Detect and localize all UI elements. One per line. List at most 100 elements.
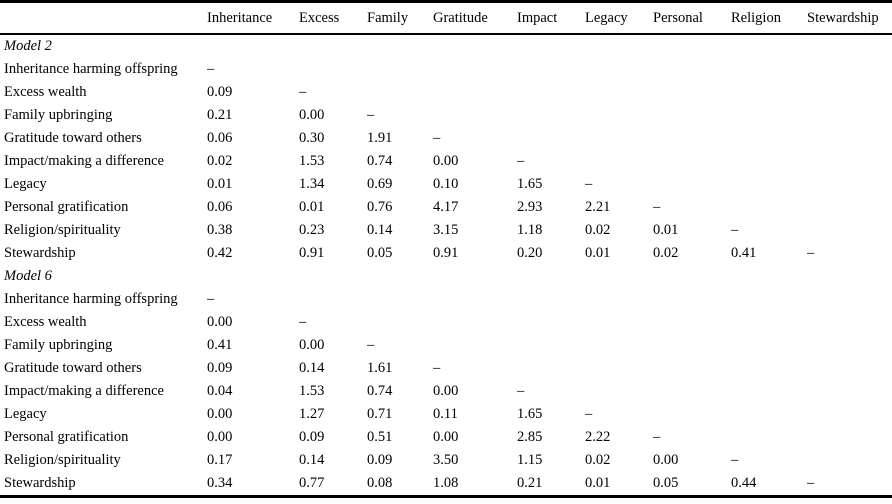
matrix-cell: 0.00 bbox=[299, 337, 325, 353]
matrix-cell: 0.14 bbox=[299, 452, 325, 468]
matrix-cell: 0.00 bbox=[299, 107, 325, 123]
matrix-cell bbox=[807, 127, 892, 150]
matrix-cell: – bbox=[367, 107, 375, 123]
table-row: Personal gratification 0.00 0.09 0.51 0.00 2.… bbox=[0, 426, 892, 449]
matrix-cell bbox=[807, 380, 892, 403]
matrix-cell bbox=[653, 357, 731, 380]
matrix-cell: 1.65 bbox=[517, 406, 543, 422]
table-row: Inheritance harming offspring – bbox=[0, 288, 892, 311]
matrix-cell: 0.17 bbox=[207, 452, 233, 468]
matrix-cell bbox=[585, 81, 653, 104]
matrix-cell: 3.15 bbox=[433, 222, 459, 238]
matrix-cell: – bbox=[207, 291, 215, 307]
matrix-cell: 4.17 bbox=[433, 199, 459, 215]
table-row: Inheritance harming offspring – bbox=[0, 58, 892, 81]
row-label: Legacy bbox=[4, 406, 47, 422]
matrix-cell: – bbox=[807, 475, 815, 491]
row-label: Gratitude toward others bbox=[4, 130, 142, 146]
table-row: Gratitude toward others 0.09 0.14 1.61 – bbox=[0, 357, 892, 380]
matrix-cell bbox=[367, 58, 433, 81]
matrix-cell: – bbox=[585, 406, 593, 422]
matrix-cell bbox=[807, 150, 892, 173]
matrix-cell: 0.02 bbox=[585, 452, 611, 468]
matrix-cell: 0.21 bbox=[207, 107, 233, 123]
matrix-cell bbox=[807, 58, 892, 81]
column-header: Religion bbox=[731, 1, 807, 35]
matrix-cell bbox=[807, 449, 892, 472]
matrix-cell: – bbox=[367, 337, 375, 353]
row-label: Personal gratification bbox=[4, 199, 129, 215]
matrix-cell: 2.22 bbox=[585, 429, 611, 445]
matrix-cell: 0.11 bbox=[433, 406, 458, 422]
matrix-cell: 0.09 bbox=[367, 452, 393, 468]
table-row: Stewardship 0.42 0.91 0.05 0.91 0.20 0.01 0.02 0… bbox=[0, 242, 892, 265]
matrix-cell: – bbox=[299, 314, 307, 330]
matrix-cell: 0.34 bbox=[207, 475, 233, 491]
matrix-cell bbox=[653, 173, 731, 196]
matrix-cell: 0.51 bbox=[367, 429, 393, 445]
matrix-cell bbox=[653, 127, 731, 150]
matrix-cell: – bbox=[517, 153, 525, 169]
matrix-cell bbox=[585, 127, 653, 150]
matrix-cell bbox=[653, 403, 731, 426]
column-header: Legacy bbox=[585, 1, 653, 35]
matrix-cell bbox=[585, 311, 653, 334]
table-row: Legacy 0.00 1.27 0.71 0.11 1.65 – bbox=[0, 403, 892, 426]
matrix-cell: 0.00 bbox=[433, 383, 459, 399]
matrix-cell bbox=[731, 150, 807, 173]
matrix-cell: 0.09 bbox=[207, 84, 233, 100]
matrix-cell: 0.08 bbox=[367, 475, 393, 491]
matrix-cell bbox=[653, 58, 731, 81]
matrix-cell: 0.02 bbox=[653, 245, 679, 261]
section-row: Model 6 bbox=[0, 265, 892, 288]
matrix-cell bbox=[807, 81, 892, 104]
table-row: Legacy 0.01 1.34 0.69 0.10 1.65 – bbox=[0, 173, 892, 196]
row-label: Excess wealth bbox=[4, 84, 87, 100]
row-label: Gratitude toward others bbox=[4, 360, 142, 376]
matrix-cell: 1.08 bbox=[433, 475, 459, 491]
matrix-cell: 0.00 bbox=[653, 452, 679, 468]
matrix-cell bbox=[731, 311, 807, 334]
matrix-cell bbox=[807, 426, 892, 449]
column-header: Stewardship bbox=[807, 1, 892, 35]
matrix-cell bbox=[433, 104, 517, 127]
matrix-cell bbox=[807, 357, 892, 380]
matrix-cell: 1.34 bbox=[299, 176, 325, 192]
matrix-cell: 1.91 bbox=[367, 130, 393, 146]
matrix-cell bbox=[433, 334, 517, 357]
matrix-cell bbox=[731, 426, 807, 449]
matrix-cell bbox=[585, 288, 653, 311]
matrix-cell bbox=[517, 104, 585, 127]
column-header: Excess bbox=[299, 1, 367, 35]
matrix-cell bbox=[807, 219, 892, 242]
matrix-cell bbox=[367, 81, 433, 104]
matrix-cell: 0.10 bbox=[433, 176, 459, 192]
matrix-cell: 0.05 bbox=[653, 475, 679, 491]
matrix-cell: 0.01 bbox=[585, 475, 611, 491]
matrix-cell: 0.04 bbox=[207, 383, 233, 399]
matrix-cell bbox=[585, 357, 653, 380]
matrix-cell bbox=[731, 173, 807, 196]
row-label: Family upbringing bbox=[4, 337, 113, 353]
matrix-cell: – bbox=[653, 199, 661, 215]
matrix-cell: 0.74 bbox=[367, 383, 393, 399]
matrix-cell bbox=[585, 58, 653, 81]
matrix-cell: 0.23 bbox=[299, 222, 325, 238]
row-label: Legacy bbox=[4, 176, 47, 192]
column-header: Gratitude bbox=[433, 1, 517, 35]
matrix-cell: – bbox=[585, 176, 593, 192]
matrix-body: Model 2 Inheritance harming offspring – Exc… bbox=[0, 34, 892, 497]
column-header: Impact bbox=[517, 1, 585, 35]
matrix-cell bbox=[731, 127, 807, 150]
matrix-cell: 0.00 bbox=[433, 153, 459, 169]
matrix-cell bbox=[731, 334, 807, 357]
matrix-cell: – bbox=[433, 130, 441, 146]
matrix-cell bbox=[585, 334, 653, 357]
matrix-cell bbox=[517, 81, 585, 104]
matrix-cell: 0.41 bbox=[207, 337, 233, 353]
column-header: Family bbox=[367, 1, 433, 35]
row-label: Family upbringing bbox=[4, 107, 113, 123]
matrix-cell bbox=[585, 104, 653, 127]
matrix-cell bbox=[433, 288, 517, 311]
